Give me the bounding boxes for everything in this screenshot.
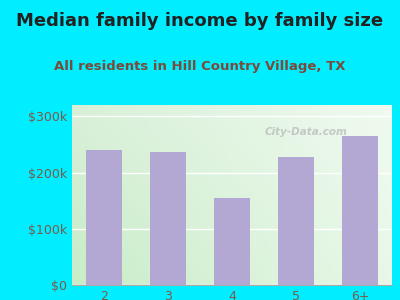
- Bar: [150, 152, 186, 285]
- Bar: [86, 150, 122, 285]
- Bar: [278, 157, 314, 285]
- Text: City-Data.com: City-Data.com: [264, 127, 347, 137]
- Text: Median family income by family size: Median family income by family size: [16, 12, 384, 30]
- Bar: [214, 198, 250, 285]
- Text: All residents in Hill Country Village, TX: All residents in Hill Country Village, T…: [54, 60, 346, 73]
- Bar: [342, 136, 378, 285]
